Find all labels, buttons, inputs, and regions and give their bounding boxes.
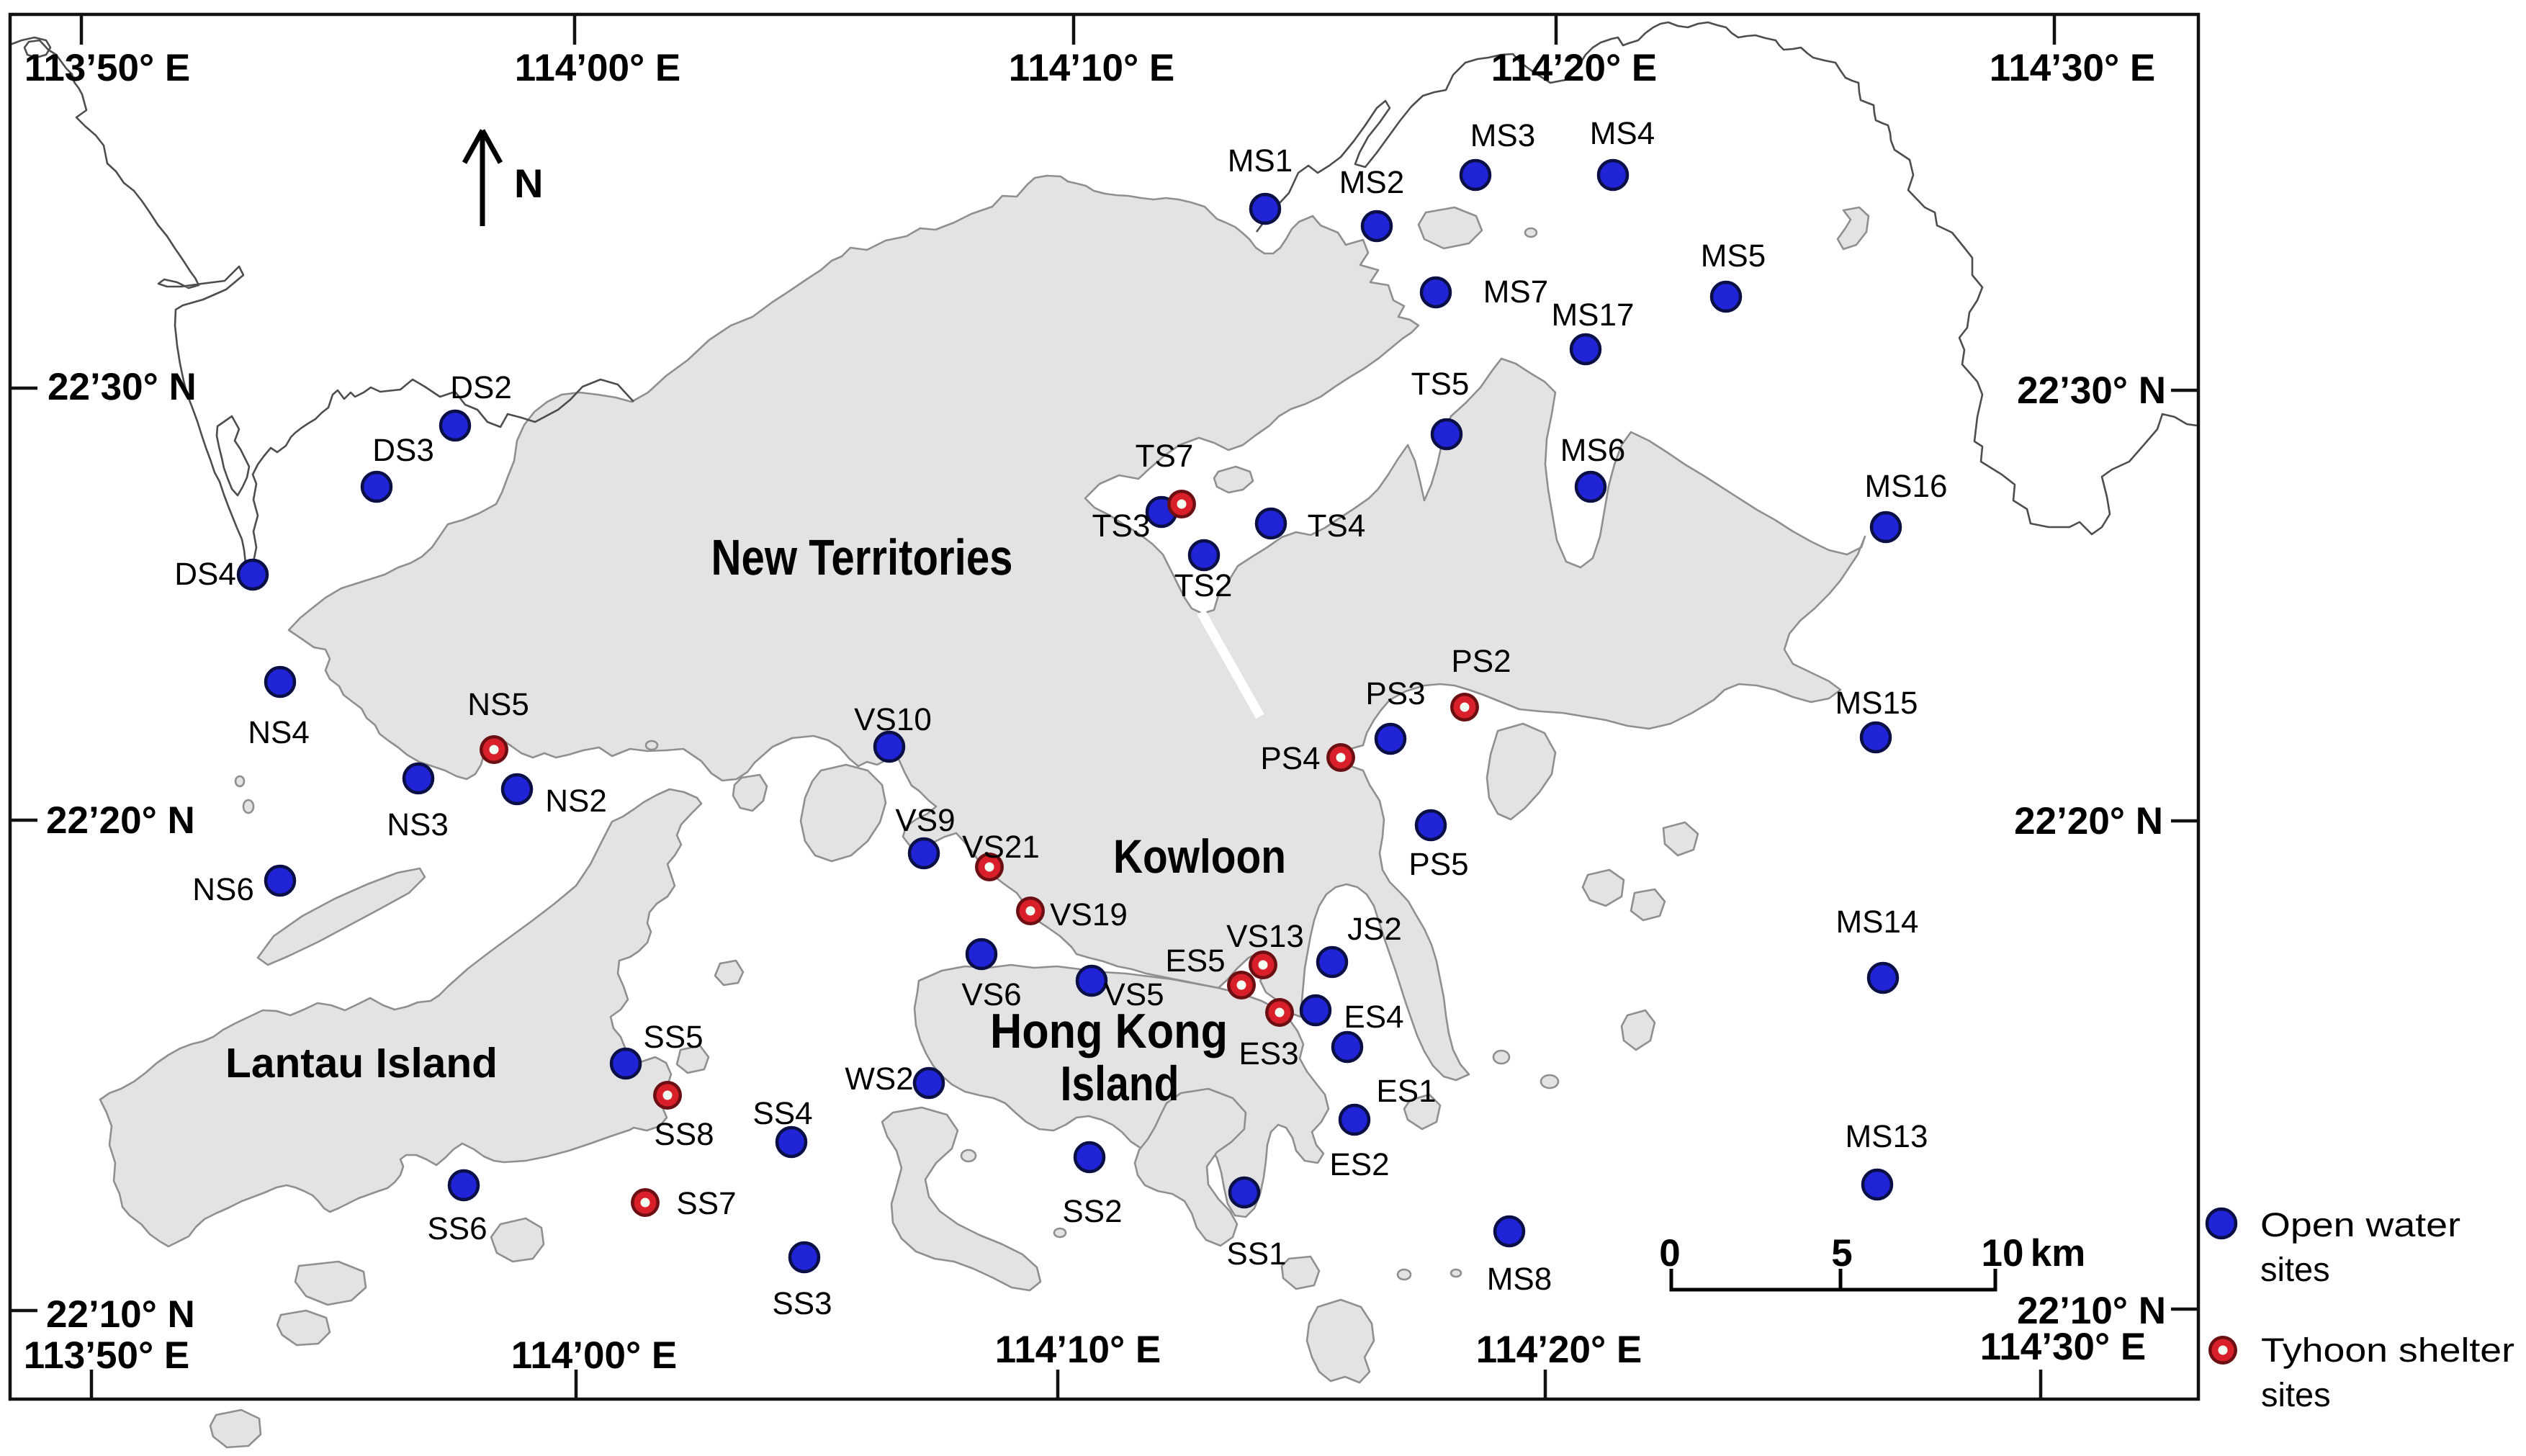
svg-text:NS4: NS4 [248, 715, 310, 750]
svg-text:22’20° N: 22’20° N [46, 799, 195, 842]
svg-text:Kowloon: Kowloon [1113, 830, 1286, 883]
svg-text:TS5: TS5 [1411, 367, 1470, 402]
svg-text:MS3: MS3 [1470, 118, 1535, 153]
svg-text:TS3: TS3 [1092, 508, 1151, 544]
svg-text:22’10° N: 22’10° N [2017, 1290, 2166, 1332]
svg-text:MS14: MS14 [1836, 904, 1919, 940]
svg-text:MS16: MS16 [1865, 469, 1948, 504]
svg-text:SS8: SS8 [654, 1117, 714, 1152]
svg-text:114’30° E: 114’30° E [1980, 1326, 2146, 1368]
svg-text:PS3: PS3 [1365, 676, 1425, 711]
svg-text:MS2: MS2 [1339, 165, 1404, 200]
svg-text:DS4: DS4 [174, 557, 236, 592]
svg-text:DS2: DS2 [450, 370, 512, 405]
svg-text:PS5: PS5 [1408, 847, 1468, 882]
svg-text:TS2: TS2 [1174, 568, 1233, 603]
svg-text:sites: sites [2260, 1250, 2330, 1288]
svg-text:114’10° E: 114’10° E [995, 1329, 1161, 1371]
svg-text:113’50° E: 113’50° E [24, 47, 190, 89]
svg-text:VS6: VS6 [961, 977, 1021, 1012]
svg-text:MS5: MS5 [1701, 238, 1766, 274]
svg-text:Island: Island [1061, 1056, 1179, 1111]
svg-text:MS13: MS13 [1846, 1119, 1928, 1154]
svg-text:114’10° E: 114’10° E [1009, 47, 1174, 89]
svg-text:MS7: MS7 [1483, 274, 1548, 310]
svg-text:VS10: VS10 [854, 702, 932, 737]
svg-text:22’10° N: 22’10° N [46, 1293, 195, 1336]
svg-text:22’30° N: 22’30° N [48, 366, 197, 408]
svg-text:VS19: VS19 [1050, 897, 1128, 933]
svg-text:TS7: TS7 [1136, 439, 1194, 474]
svg-text:NS6: NS6 [192, 872, 254, 907]
svg-text:SS7: SS7 [676, 1186, 736, 1221]
svg-text:22’20° N: 22’20° N [2014, 800, 2163, 842]
svg-text:114’20° E: 114’20° E [1491, 47, 1657, 89]
svg-text:MS15: MS15 [1835, 686, 1918, 721]
svg-text:114’00° E: 114’00° E [511, 1334, 677, 1377]
svg-text:MS6: MS6 [1560, 433, 1625, 468]
svg-text:sites: sites [2261, 1375, 2331, 1414]
svg-text:ES1: ES1 [1376, 1074, 1436, 1109]
svg-text:MS8: MS8 [1487, 1262, 1552, 1297]
svg-text:PS4: PS4 [1260, 741, 1320, 776]
svg-text:MS4: MS4 [1590, 116, 1655, 151]
svg-text:NS2: NS2 [545, 783, 607, 819]
svg-text:ES4: ES4 [1344, 999, 1403, 1035]
svg-text:VS5: VS5 [1104, 977, 1164, 1012]
svg-text:Lantau Island: Lantau Island [225, 1040, 498, 1087]
svg-text:22’30° N: 22’30° N [2017, 369, 2166, 412]
svg-text:km: km [2031, 1232, 2086, 1275]
svg-text:N: N [514, 161, 543, 206]
svg-text:VS21: VS21 [962, 830, 1040, 865]
svg-text:Open water: Open water [2260, 1205, 2460, 1244]
svg-text:VS9: VS9 [895, 803, 955, 838]
svg-text:114’30° E: 114’30° E [1990, 47, 2155, 89]
svg-text:PS2: PS2 [1451, 644, 1511, 679]
svg-text:113’50° E: 113’50° E [24, 1334, 189, 1377]
svg-text:Tyhoon shelter: Tyhoon shelter [2261, 1331, 2514, 1369]
svg-text:NS5: NS5 [467, 687, 529, 722]
svg-text:WS2: WS2 [845, 1061, 913, 1097]
svg-text:SS2: SS2 [1062, 1194, 1122, 1229]
svg-text:SS5: SS5 [643, 1020, 703, 1055]
svg-text:114’00° E: 114’00° E [515, 47, 680, 89]
svg-text:SS4: SS4 [752, 1096, 812, 1131]
svg-text:New Territories: New Territories [711, 529, 1013, 585]
svg-text:MS1: MS1 [1228, 143, 1293, 179]
svg-text:SS3: SS3 [772, 1286, 832, 1321]
svg-text:ES3: ES3 [1239, 1036, 1298, 1071]
svg-text:VS13: VS13 [1226, 919, 1304, 954]
svg-text:MS17: MS17 [1552, 297, 1635, 333]
svg-text:ES2: ES2 [1329, 1147, 1389, 1182]
svg-text:114’20° E: 114’20° E [1476, 1329, 1642, 1371]
svg-text:SS1: SS1 [1226, 1236, 1286, 1272]
svg-text:DS3: DS3 [372, 433, 434, 468]
svg-text:JS2: JS2 [1347, 912, 1402, 947]
svg-text:ES5: ES5 [1165, 943, 1225, 979]
svg-text:Hong Kong: Hong Kong [990, 1004, 1228, 1059]
svg-text:10: 10 [1982, 1232, 2024, 1275]
svg-text:NS3: NS3 [387, 807, 449, 842]
svg-text:5: 5 [1831, 1232, 1852, 1275]
svg-text:0: 0 [1659, 1232, 1680, 1275]
svg-text:TS4: TS4 [1308, 508, 1366, 544]
svg-text:SS6: SS6 [427, 1211, 487, 1246]
